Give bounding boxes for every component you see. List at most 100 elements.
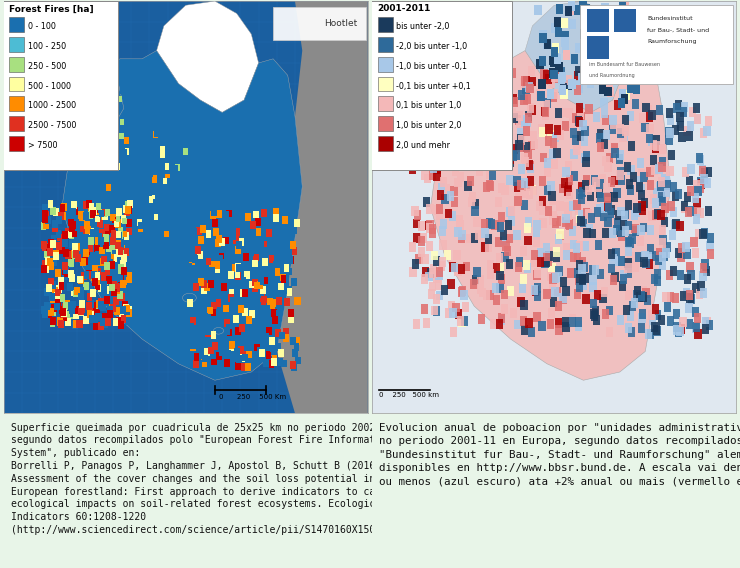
Bar — [700, 289, 707, 298]
Bar — [92, 304, 98, 311]
Bar — [577, 211, 585, 220]
Bar — [263, 333, 269, 340]
Bar — [427, 268, 434, 278]
Bar — [447, 191, 454, 201]
Bar — [73, 250, 79, 258]
Bar — [497, 283, 504, 293]
Bar — [641, 198, 648, 208]
Bar — [669, 229, 676, 240]
Bar — [236, 355, 242, 363]
Bar — [506, 233, 514, 244]
Bar — [636, 158, 644, 168]
Bar — [471, 206, 479, 215]
Bar — [497, 261, 504, 272]
Bar — [50, 240, 55, 248]
Bar — [281, 360, 287, 367]
Bar — [457, 132, 465, 142]
Bar — [675, 327, 682, 337]
Bar — [704, 127, 710, 136]
Bar — [673, 309, 681, 319]
Bar — [413, 319, 420, 329]
Bar — [85, 283, 91, 291]
Bar — [501, 290, 508, 299]
Bar — [477, 105, 482, 111]
Bar — [702, 317, 709, 327]
Bar — [680, 107, 687, 117]
Bar — [295, 337, 300, 345]
Bar — [483, 87, 491, 97]
Bar — [184, 169, 189, 176]
Bar — [578, 112, 585, 122]
Bar — [630, 172, 637, 182]
Bar — [207, 307, 213, 315]
Bar — [628, 327, 635, 337]
Bar — [423, 318, 431, 328]
Bar — [275, 268, 280, 275]
Bar — [73, 290, 78, 297]
Bar — [653, 325, 660, 335]
Bar — [555, 108, 562, 118]
Bar — [626, 12, 633, 22]
Bar — [238, 306, 243, 313]
Bar — [491, 75, 496, 82]
Bar — [254, 344, 260, 352]
Bar — [222, 260, 228, 267]
Bar — [283, 328, 289, 336]
Bar — [233, 236, 239, 244]
Bar — [426, 241, 434, 251]
Bar — [95, 216, 100, 223]
Bar — [87, 126, 92, 132]
Bar — [659, 196, 666, 206]
Bar — [377, 116, 393, 131]
Bar — [592, 306, 599, 316]
Bar — [92, 265, 98, 273]
Bar — [95, 233, 101, 241]
Bar — [114, 241, 120, 249]
Bar — [500, 80, 508, 90]
Bar — [487, 260, 494, 269]
Bar — [586, 224, 593, 234]
Bar — [638, 190, 645, 200]
Bar — [457, 123, 462, 129]
Bar — [702, 258, 709, 269]
Bar — [257, 333, 263, 341]
Bar — [638, 169, 645, 179]
Bar — [477, 118, 482, 125]
Bar — [576, 241, 583, 251]
Bar — [684, 274, 691, 283]
Bar — [687, 164, 695, 174]
Bar — [528, 105, 536, 115]
Bar — [9, 77, 24, 91]
Bar — [486, 117, 493, 127]
Bar — [574, 85, 581, 94]
Bar — [413, 219, 420, 228]
Bar — [554, 216, 561, 225]
Bar — [570, 128, 577, 139]
Text: Bundesinstitut: Bundesinstitut — [647, 16, 693, 20]
Bar — [125, 201, 131, 209]
Bar — [650, 322, 658, 332]
Bar — [648, 136, 656, 146]
Bar — [505, 220, 512, 230]
Bar — [55, 289, 61, 296]
Bar — [174, 165, 178, 172]
Bar — [653, 276, 661, 286]
Bar — [497, 270, 504, 281]
Bar — [611, 176, 619, 185]
Bar — [267, 298, 273, 306]
Bar — [89, 203, 94, 211]
Bar — [625, 258, 632, 268]
Bar — [69, 240, 75, 248]
Bar — [554, 287, 561, 296]
Bar — [47, 248, 53, 256]
Bar — [541, 107, 548, 116]
Bar — [653, 310, 661, 320]
Bar — [110, 283, 115, 291]
Bar — [593, 112, 600, 122]
Bar — [560, 277, 567, 287]
Bar — [60, 308, 66, 316]
Bar — [632, 262, 639, 272]
Bar — [431, 115, 438, 124]
Bar — [687, 121, 694, 131]
Bar — [682, 166, 689, 177]
